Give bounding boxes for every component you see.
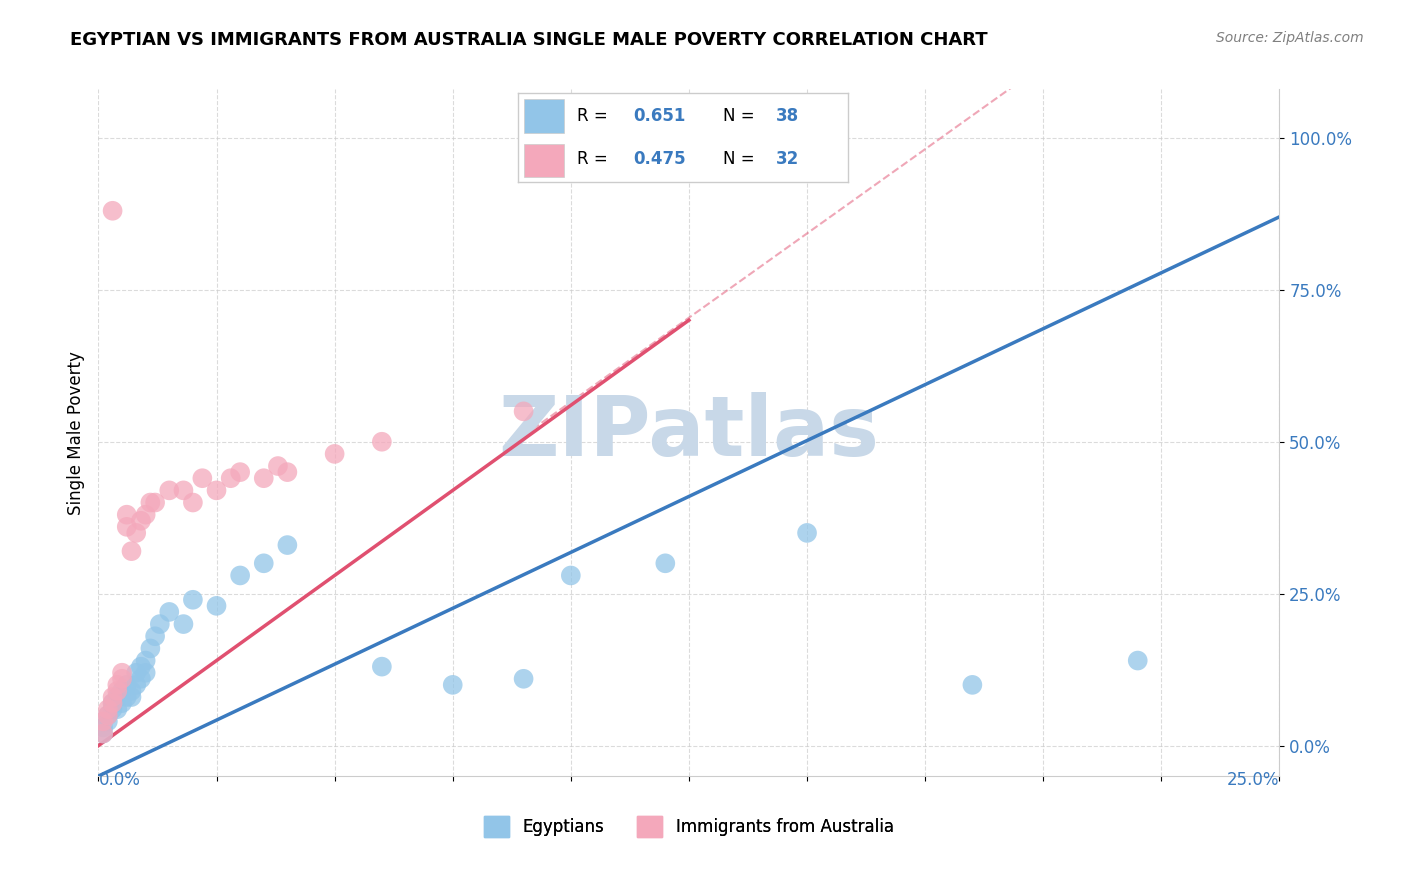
Point xyxy=(115,520,138,534)
Text: EGYPTIAN VS IMMIGRANTS FROM AUSTRALIA SINGLE MALE POVERTY CORRELATION CHART: EGYPTIAN VS IMMIGRANTS FROM AUSTRALIA SI… xyxy=(70,31,988,49)
Point xyxy=(121,684,143,698)
Point xyxy=(267,458,290,473)
Point xyxy=(125,678,148,692)
Point xyxy=(172,617,194,632)
Point xyxy=(139,495,162,509)
Point xyxy=(512,672,534,686)
Point xyxy=(181,592,204,607)
Point xyxy=(115,690,138,704)
Y-axis label: Single Male Poverty: Single Male Poverty xyxy=(66,351,84,515)
Point xyxy=(229,465,252,479)
Point xyxy=(219,471,242,485)
Text: 0.0%: 0.0% xyxy=(98,772,141,789)
Point xyxy=(121,690,143,704)
Point xyxy=(149,617,172,632)
Point xyxy=(253,471,276,485)
Point xyxy=(129,672,152,686)
Point xyxy=(157,483,180,498)
Point xyxy=(125,525,148,540)
Point xyxy=(181,495,204,509)
Point xyxy=(105,684,128,698)
Point xyxy=(105,690,128,704)
Point xyxy=(253,557,276,571)
Point xyxy=(101,696,124,710)
Point xyxy=(191,471,214,485)
Point xyxy=(91,714,114,729)
Point xyxy=(101,690,124,704)
Point xyxy=(276,465,298,479)
Point xyxy=(115,508,138,522)
Point xyxy=(371,434,394,449)
Point xyxy=(101,203,124,218)
Point xyxy=(125,665,148,680)
Point xyxy=(654,557,676,571)
Point xyxy=(139,641,162,656)
Point xyxy=(143,495,166,509)
Point xyxy=(512,404,534,418)
Point xyxy=(205,483,228,498)
Point xyxy=(97,702,120,716)
Point xyxy=(135,508,157,522)
Text: ZIPatlas: ZIPatlas xyxy=(499,392,879,473)
Point xyxy=(135,654,157,668)
Point xyxy=(97,714,120,729)
Point xyxy=(101,702,124,716)
Point xyxy=(91,726,114,740)
Point xyxy=(172,483,194,498)
Point xyxy=(105,678,128,692)
Point xyxy=(97,708,120,723)
Text: Source: ZipAtlas.com: Source: ZipAtlas.com xyxy=(1216,31,1364,45)
Point xyxy=(371,659,394,673)
Point xyxy=(111,696,134,710)
Point xyxy=(121,544,143,558)
Point xyxy=(115,678,138,692)
Point xyxy=(229,568,252,582)
Point xyxy=(1126,654,1149,668)
Point xyxy=(157,605,180,619)
Point xyxy=(205,599,228,613)
Point xyxy=(111,665,134,680)
Point xyxy=(135,665,157,680)
Point xyxy=(276,538,298,552)
Point xyxy=(91,726,114,740)
Point xyxy=(560,568,582,582)
Point xyxy=(129,514,152,528)
Point xyxy=(101,696,124,710)
Point xyxy=(105,702,128,716)
Point xyxy=(111,684,134,698)
Point xyxy=(129,659,152,673)
Point xyxy=(111,672,134,686)
Legend: Egyptians, Immigrants from Australia: Egyptians, Immigrants from Australia xyxy=(478,810,900,843)
Point xyxy=(962,678,984,692)
Point xyxy=(323,447,346,461)
Point xyxy=(97,708,120,723)
Point xyxy=(91,720,114,734)
Point xyxy=(143,629,166,643)
Point xyxy=(796,525,818,540)
Text: 25.0%: 25.0% xyxy=(1227,772,1279,789)
Point xyxy=(441,678,464,692)
